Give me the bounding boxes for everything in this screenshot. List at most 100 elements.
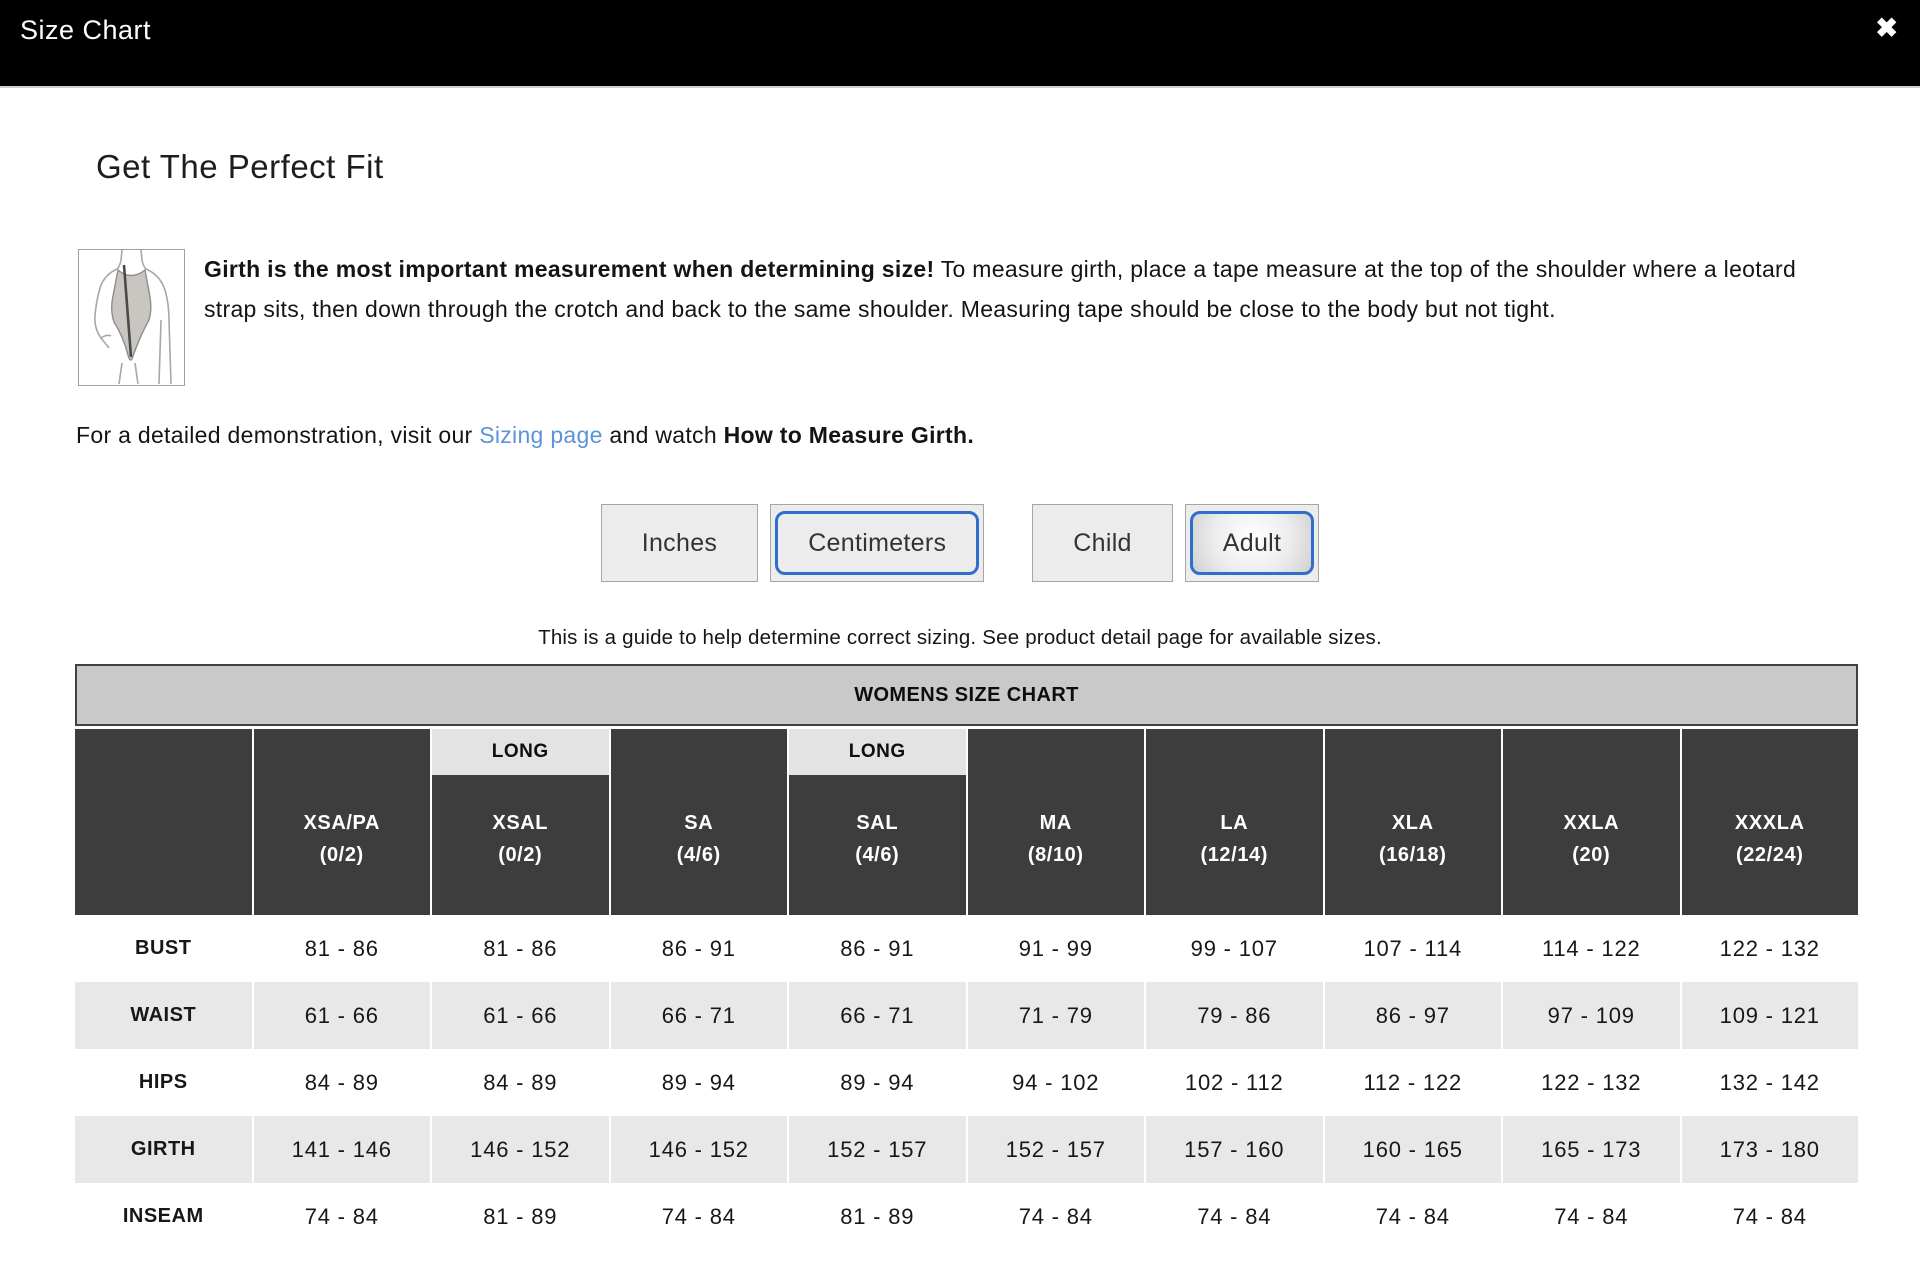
size-range-cell: 81 - 86 [253,915,430,982]
age-toggle-group: Child Adult [1032,504,1320,582]
table-body: BUST 81 - 86 81 - 86 86 - 91 86 - 91 91 - 99 9… [75,915,1858,1250]
column-name: LA [1220,811,1249,834]
demo-middle: and watch [602,422,724,448]
column-header-sa: SA (4/6) [610,729,788,915]
column-header-sal: LONG SAL (4/6) [789,729,966,915]
size-range-cell: 74 - 84 [967,1183,1144,1250]
table-header-row: XSA/PA (0/2) LONG XSAL (0/2) SA (4/6) LONG SAL (4… [75,729,1858,915]
row-label: GIRTH [75,1116,252,1183]
size-range-cell: 74 - 84 [1324,1183,1501,1250]
column-header-xxxla: XXXLA (22/24) [1681,729,1859,915]
demo-bold: How to Measure Girth. [723,422,975,448]
column-header-text: SA (4/6) [611,775,788,915]
column-header-text: XSAL (0/2) [432,775,609,915]
unit-toggle-group: Inches Centimeters [600,504,985,582]
column-size-numbers: (0/2) [319,843,364,866]
size-range-cell: 89 - 94 [789,1049,966,1116]
size-range-cell: 61 - 66 [253,982,430,1049]
table-row: WAIST 61 - 66 61 - 66 66 - 71 66 - 71 71 - 79… [75,982,1858,1049]
column-name: XXLA [1563,811,1620,834]
size-range-cell: 99 - 107 [1146,915,1323,982]
girth-measure-line [122,264,133,358]
column-name: SA [684,811,714,834]
table-row: INSEAM 74 - 84 81 - 89 74 - 84 81 - 89 74 - 8… [75,1183,1858,1250]
column-size-numbers: (20) [1572,843,1611,866]
header-spacer [611,729,788,775]
size-range-cell: 86 - 91 [610,915,787,982]
header-spacer [1682,729,1859,775]
leotard-girth-image [78,249,185,386]
column-header-text: XXXLA (22/24) [1682,775,1859,915]
size-range-cell: 91 - 99 [967,915,1144,982]
column-header-text: XXLA (20) [1503,775,1680,915]
size-range-cell: 79 - 86 [1146,982,1323,1049]
size-range-cell: 81 - 86 [432,915,609,982]
size-range-cell: 160 - 165 [1324,1116,1501,1183]
size-range-cell: 74 - 84 [1681,1183,1858,1250]
column-header-text: LA (12/14) [1146,775,1323,915]
unit-toggle-centimeters[interactable]: Centimeters [770,504,985,582]
column-header-text: SAL (4/6) [789,775,966,915]
column-size-numbers: (8/10) [1027,843,1084,866]
size-range-cell: 173 - 180 [1681,1116,1858,1183]
sizing-page-link[interactable]: Sizing page [479,422,603,448]
leotard-figure-svg [94,249,172,385]
unit-toggle-inches[interactable]: Inches [600,504,759,582]
size-range-cell: 81 - 89 [432,1183,609,1250]
demo-line: For a detailed demonstration, visit our … [76,422,1920,449]
size-range-cell: 74 - 84 [1146,1183,1323,1250]
size-range-cell: 109 - 121 [1681,982,1858,1049]
table-row: GIRTH 141 - 146 146 - 152 146 - 152 152 - 15… [75,1116,1858,1183]
long-badge: LONG [432,729,609,775]
column-header-xsa-pa: XSA/PA (0/2) [253,729,431,915]
age-toggle-adult[interactable]: Adult [1184,504,1320,582]
table-title: WOMENS SIZE CHART [75,664,1858,726]
toggle-row: Inches Centimeters Child Adult [0,504,1920,582]
size-range-cell: 102 - 112 [1146,1049,1323,1116]
leotard-shape [111,268,152,361]
column-size-numbers: (12/14) [1200,843,1269,866]
column-header-ma: MA (8/10) [967,729,1145,915]
demo-prefix: For a detailed demonstration, visit our [76,422,480,448]
button-label: Adult [1189,511,1315,575]
column-size-numbers: (16/18) [1378,843,1447,866]
header-spacer [254,729,431,775]
size-range-cell: 66 - 71 [610,982,787,1049]
header-spacer [968,729,1145,775]
column-size-numbers: (4/6) [676,843,721,866]
girth-instructions-rest: To measure girth, place a tape measure a… [204,256,1797,322]
size-range-cell: 66 - 71 [789,982,966,1049]
column-name: MA [1039,811,1072,834]
button-label: Centimeters [775,511,980,575]
size-range-cell: 61 - 66 [432,982,609,1049]
column-header-la: LA (12/14) [1146,729,1323,915]
column-header-xxla: XXLA (20) [1503,729,1680,915]
size-range-cell: 114 - 122 [1503,915,1680,982]
size-range-cell: 89 - 94 [610,1049,787,1116]
column-size-numbers: (22/24) [1735,843,1804,866]
column-header-xsal: LONG XSAL (0/2) [432,729,609,915]
size-range-cell: 165 - 173 [1503,1116,1680,1183]
table-corner-cell [75,729,252,915]
row-label: BUST [75,915,252,982]
size-range-cell: 86 - 97 [1324,982,1501,1049]
long-badge: LONG [789,729,966,775]
size-range-cell: 74 - 84 [1503,1183,1680,1250]
size-range-cell: 94 - 102 [967,1049,1144,1116]
header-spacer [1146,729,1323,775]
column-size-numbers: (4/6) [855,843,900,866]
sizing-guide-note: This is a guide to help determine correc… [538,626,1382,649]
size-range-cell: 74 - 84 [253,1183,430,1250]
size-range-cell: 152 - 157 [967,1116,1144,1183]
age-toggle-child[interactable]: Child [1032,504,1173,582]
close-icon[interactable]: ✖ [1875,13,1898,43]
size-range-cell: 146 - 152 [610,1116,787,1183]
column-name: XSA/PA [303,811,381,834]
size-range-cell: 81 - 89 [789,1183,966,1250]
size-range-cell: 107 - 114 [1324,915,1501,982]
size-range-cell: 86 - 91 [789,915,966,982]
column-header-text: XLA (16/18) [1325,775,1502,915]
size-range-cell: 122 - 132 [1503,1049,1680,1116]
size-range-cell: 122 - 132 [1681,915,1858,982]
column-name: XXXLA [1734,811,1805,834]
